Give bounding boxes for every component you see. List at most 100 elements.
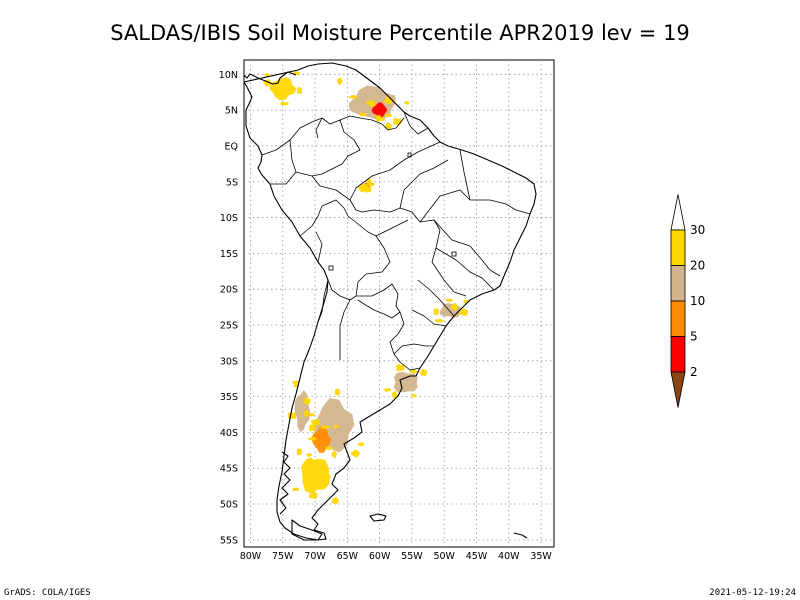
amazon-island bbox=[407, 152, 412, 158]
colorbar-bottom-triangle bbox=[670, 371, 686, 408]
shading-speckle bbox=[315, 465, 325, 470]
shading-speckle bbox=[325, 474, 332, 479]
shading-speckle bbox=[292, 487, 300, 491]
x-tick-label: 55W bbox=[401, 551, 423, 562]
shading-speckle bbox=[358, 184, 368, 193]
shading-speckle bbox=[287, 412, 297, 420]
y-tick-label: 25S bbox=[220, 320, 238, 331]
colorbar-bin bbox=[670, 229, 686, 266]
shading-speckle bbox=[303, 397, 311, 405]
x-tick-label: 50W bbox=[433, 551, 455, 562]
shading-speckle bbox=[450, 303, 459, 311]
shading-speckle bbox=[391, 390, 398, 399]
shading-speckle bbox=[445, 298, 453, 302]
reservoir bbox=[451, 251, 457, 257]
x-axis-ticks: 80W 75W 70W 65W 60W 55W 50W 45W 40W 35W bbox=[240, 551, 553, 562]
colorbar-label: 5 bbox=[690, 330, 698, 344]
chile-fjords bbox=[279, 451, 291, 515]
shading-speckle bbox=[348, 95, 359, 99]
shading-speckle bbox=[419, 368, 428, 377]
south-america-coastline bbox=[243, 62, 537, 541]
x-tick-label: 40W bbox=[498, 551, 520, 562]
shading-speckle bbox=[331, 450, 337, 459]
footer-right: 2021-05-12-19:24 bbox=[709, 588, 796, 598]
y-axis-ticks: 10N 5N EQ 5S 10S 15S 20S 25S 30S 35S 40S 45S 50S 55S bbox=[219, 70, 238, 547]
soil-moisture-shading bbox=[263, 71, 469, 505]
x-tick-label: 70W bbox=[304, 551, 326, 562]
y-tick-label: 55S bbox=[220, 535, 238, 546]
shading-patch bbox=[371, 102, 388, 118]
shading-speckle bbox=[307, 436, 318, 441]
shading-speckle bbox=[396, 364, 405, 372]
brazil-state-borders bbox=[349, 141, 531, 327]
shading-speckle bbox=[459, 308, 469, 316]
country-borders bbox=[261, 111, 441, 371]
shading-speckle bbox=[375, 115, 382, 122]
colorbar-label: 2 bbox=[690, 365, 698, 379]
shading-speckle bbox=[404, 101, 410, 105]
chart-title: SALDAS/IBIS Soil Moisture Percentile APR… bbox=[110, 21, 690, 45]
shading-speckle bbox=[303, 409, 310, 418]
x-tick-label: 65W bbox=[337, 551, 359, 562]
shading-speckle bbox=[296, 448, 302, 456]
y-tick-label: 5S bbox=[226, 177, 238, 188]
shading-speckle bbox=[308, 491, 318, 499]
colorbar-top-triangle bbox=[670, 194, 686, 231]
shading-speckle bbox=[383, 388, 392, 392]
shading-speckle bbox=[408, 369, 419, 374]
y-tick-label: 20S bbox=[220, 285, 238, 296]
y-tick-label: 35S bbox=[220, 392, 238, 403]
y-tick-label: 40S bbox=[220, 428, 238, 439]
tierra-del-fuego bbox=[291, 519, 323, 541]
colorbar-label: 30 bbox=[690, 223, 705, 237]
y-tick-label: 30S bbox=[220, 356, 238, 367]
x-tick-label: 45W bbox=[466, 551, 488, 562]
y-tick-label: 10S bbox=[220, 213, 238, 224]
colorbar-label: 10 bbox=[690, 294, 705, 308]
shading-patch bbox=[393, 371, 418, 393]
colorbar-label: 20 bbox=[690, 259, 705, 273]
shading-speckle bbox=[280, 102, 289, 106]
x-tick-label: 80W bbox=[240, 551, 262, 562]
shading-speckle bbox=[334, 388, 341, 396]
y-tick-label: 15S bbox=[220, 249, 238, 260]
shading-speckle bbox=[434, 318, 444, 323]
shading-speckle bbox=[359, 112, 367, 117]
colorbar-bin bbox=[670, 336, 686, 373]
y-tick-label: 50S bbox=[220, 500, 238, 511]
shading-speckle bbox=[320, 425, 330, 429]
y-tick-label: EQ bbox=[225, 141, 238, 152]
shading-speckle bbox=[331, 497, 340, 505]
shading-speckle bbox=[311, 418, 321, 427]
x-tick-label: 75W bbox=[272, 551, 294, 562]
footer-left: GrADS: COLA/IGES bbox=[4, 588, 91, 598]
x-tick-label: 35W bbox=[530, 551, 552, 562]
y-tick-label: 45S bbox=[220, 464, 238, 475]
map-plot-area bbox=[243, 59, 555, 548]
shading-patch bbox=[311, 425, 332, 453]
shading-speckle bbox=[350, 449, 361, 458]
grid-lines bbox=[244, 60, 554, 547]
shading-speckle bbox=[297, 86, 303, 95]
shading-speckle bbox=[384, 113, 392, 117]
shading-speckle bbox=[333, 424, 339, 429]
shading-speckle bbox=[392, 118, 402, 125]
y-tick-label: 10N bbox=[219, 70, 238, 81]
shading-speckle bbox=[292, 380, 300, 385]
plot-frame bbox=[243, 59, 555, 548]
colorbar: 30 20 10 5 2 bbox=[670, 194, 705, 408]
x-tick-label: 60W bbox=[369, 551, 391, 562]
shading-speckle bbox=[306, 453, 312, 457]
y-tick-label: 5N bbox=[225, 106, 238, 117]
lake-titicaca bbox=[328, 265, 334, 271]
shading-speckle bbox=[325, 446, 334, 451]
falkland-islands bbox=[369, 513, 387, 522]
shading-speckle bbox=[411, 393, 417, 398]
colorbar-bin bbox=[670, 300, 686, 337]
shading-speckle bbox=[357, 442, 365, 447]
shading-speckle bbox=[273, 86, 284, 95]
shading-speckle bbox=[336, 77, 343, 86]
shading-speckle bbox=[365, 100, 375, 105]
colorbar-bin bbox=[670, 265, 686, 302]
